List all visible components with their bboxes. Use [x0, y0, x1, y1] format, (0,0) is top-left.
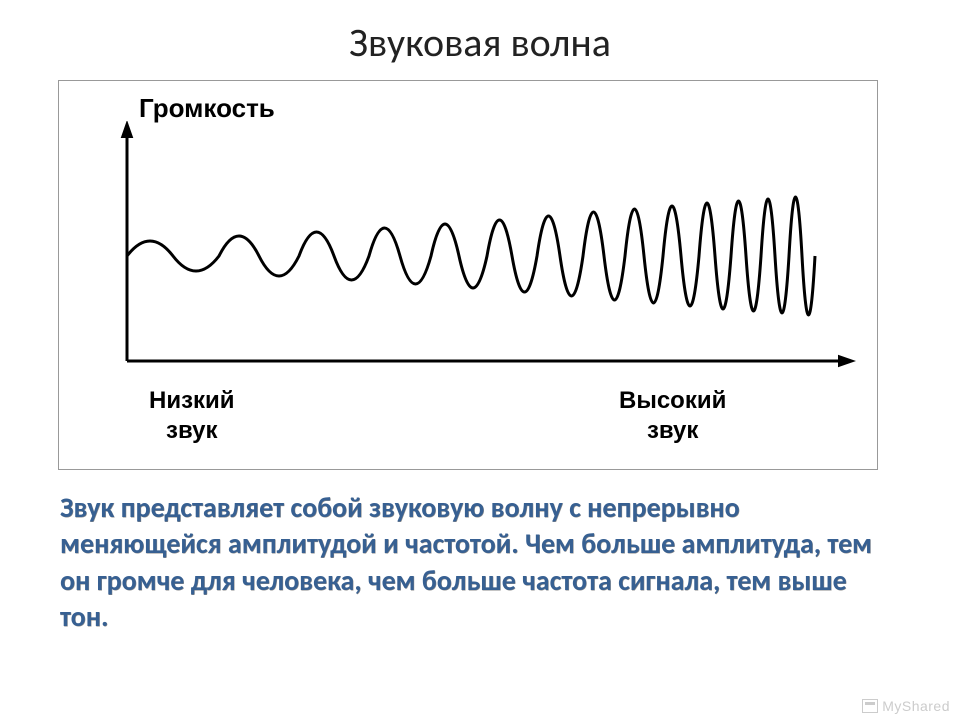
- watermark: MyShared: [862, 698, 950, 714]
- y-axis-label: Громкость: [139, 93, 275, 124]
- watermark-text: MyShared: [882, 698, 950, 714]
- presentation-icon: [862, 699, 878, 713]
- wave-chart: [99, 121, 859, 381]
- description-text: Звук представляет собой звуковую волну с…: [60, 490, 900, 636]
- sound-wave-curve: [127, 197, 815, 315]
- page-title: Звуковая волна: [0, 0, 960, 67]
- sound-wave-diagram: Громкость Низкий звук Высокий звук: [58, 80, 878, 470]
- x-axis-label-high: Высокий звук: [619, 386, 726, 446]
- x-axis-label-low: Низкий звук: [149, 386, 235, 446]
